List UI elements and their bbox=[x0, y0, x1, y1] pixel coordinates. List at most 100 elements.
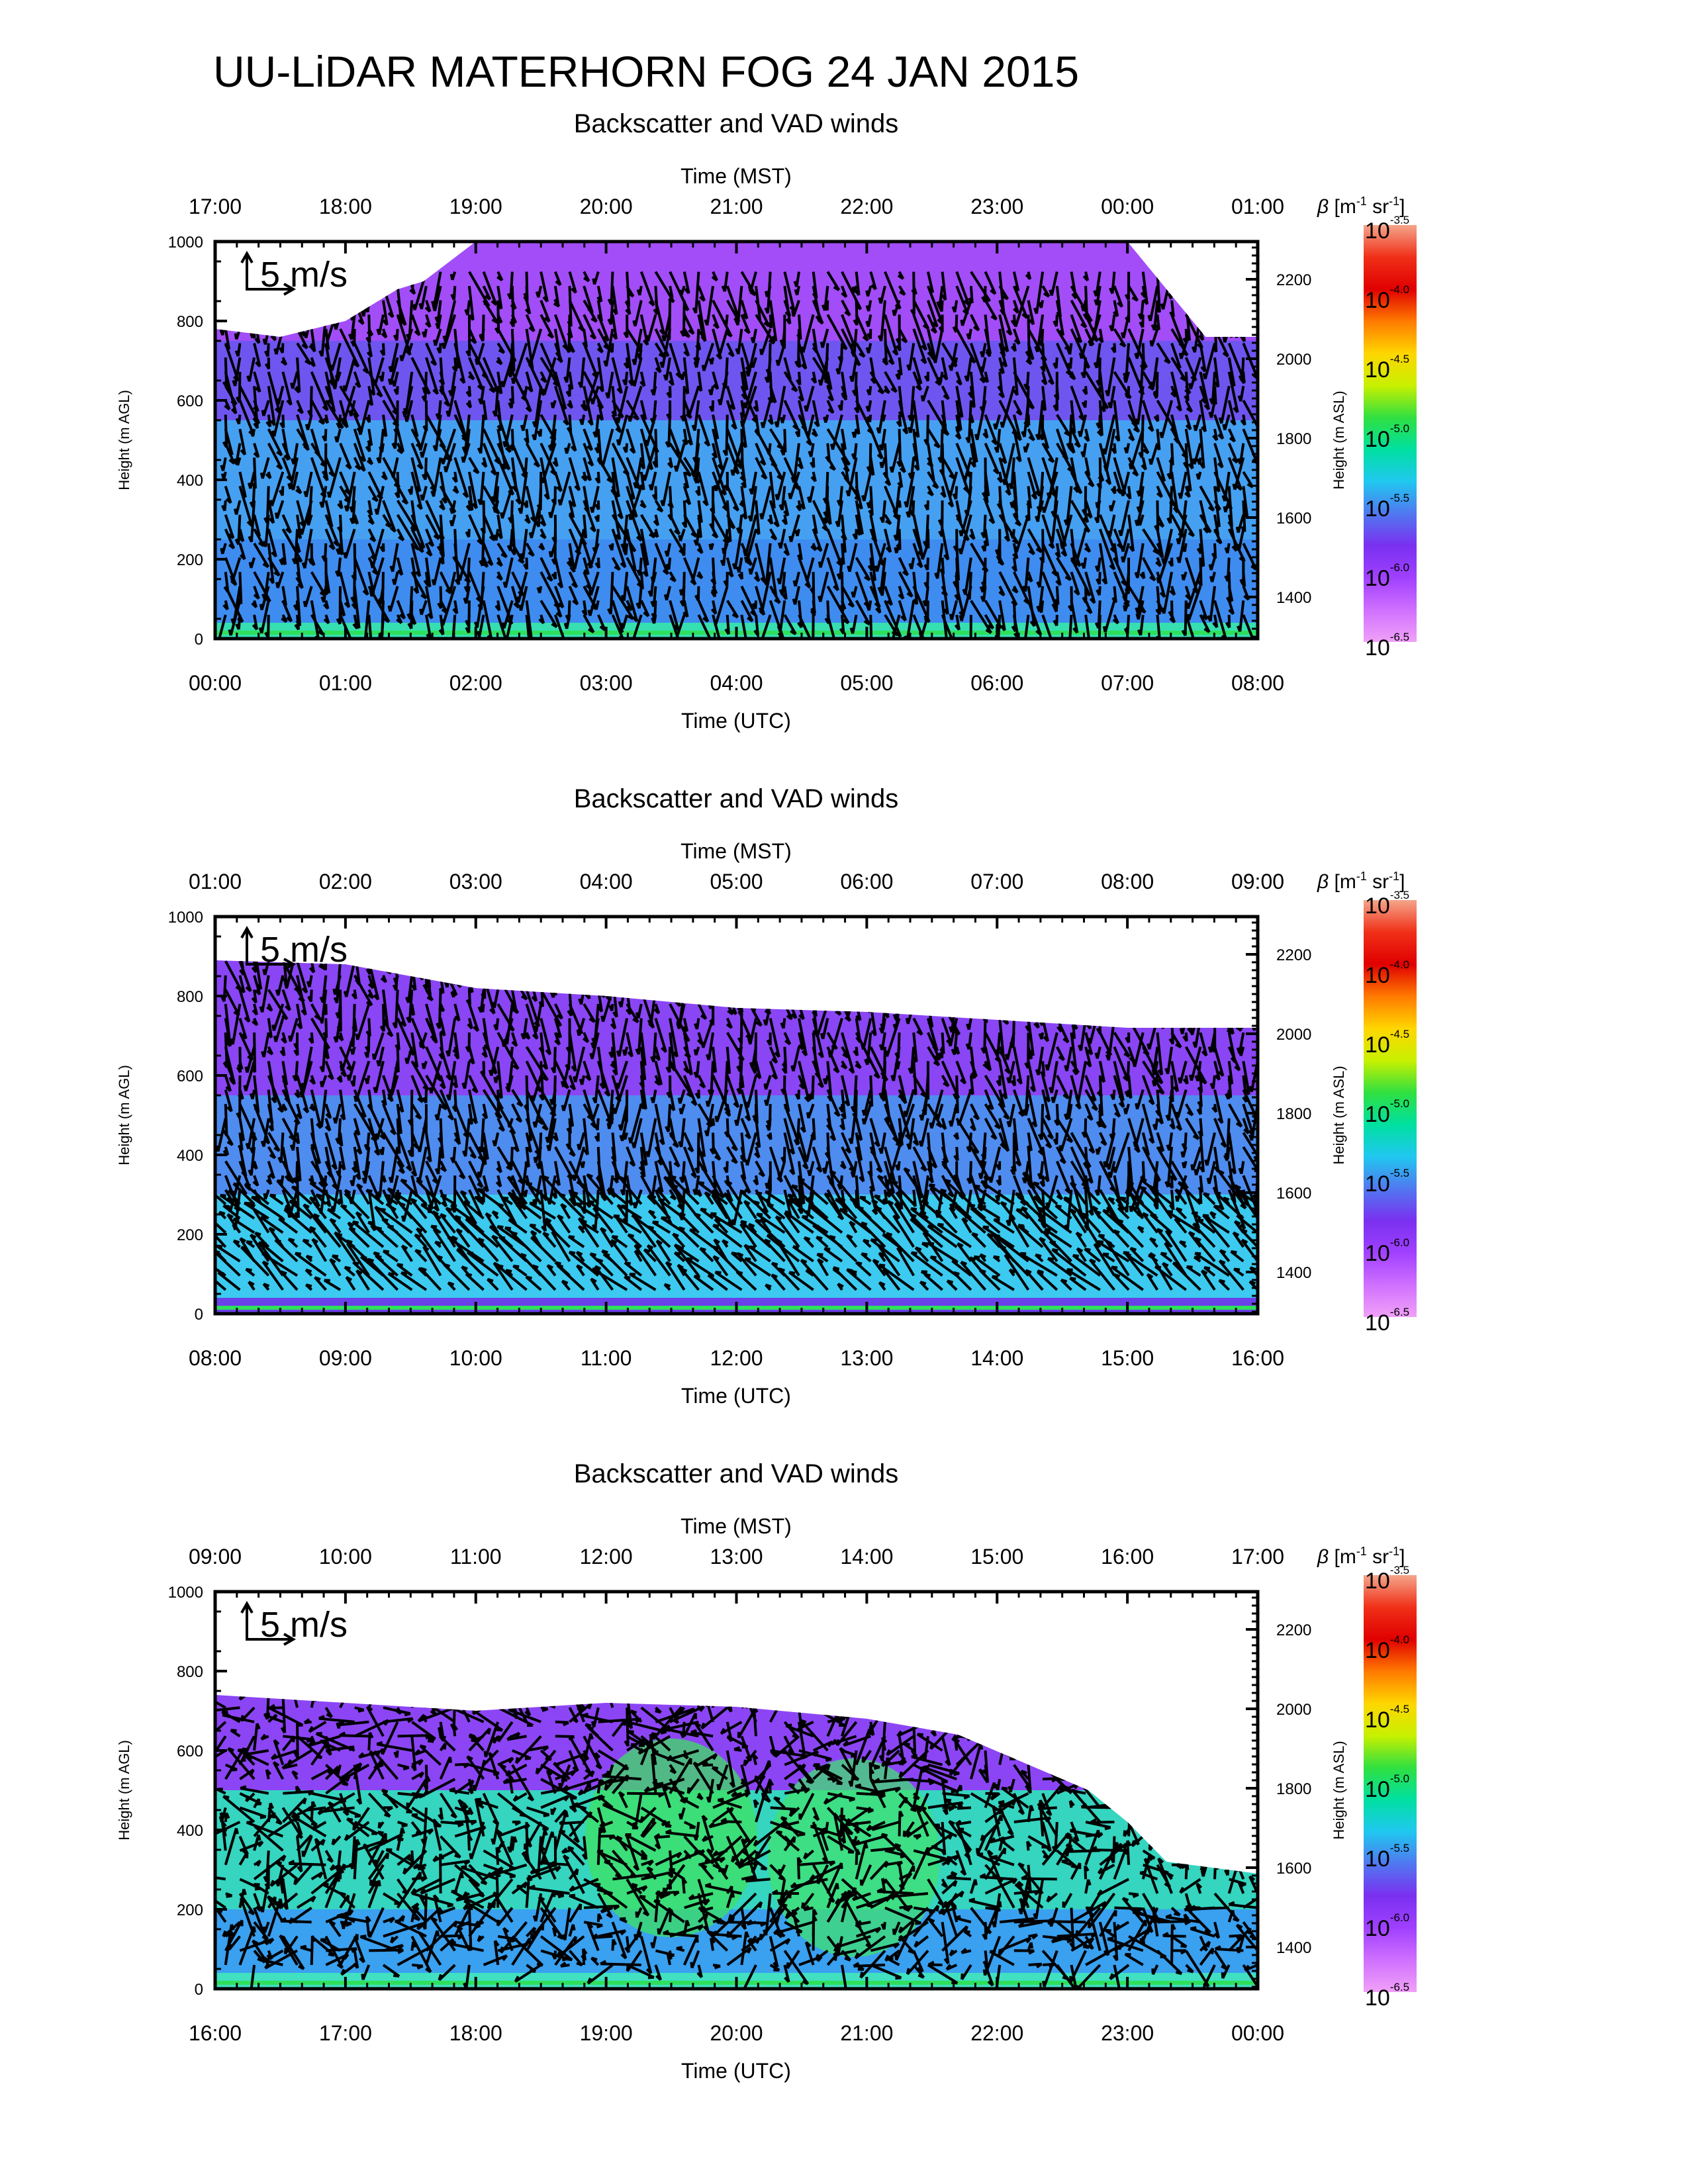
wind-vector-head bbox=[1213, 381, 1220, 388]
wind-vector-head bbox=[431, 578, 436, 586]
wind-vector-head bbox=[954, 574, 960, 581]
wind-vector-head bbox=[849, 375, 854, 383]
wind-vector bbox=[1023, 614, 1030, 639]
wind-vector bbox=[736, 286, 743, 326]
wind-vector-head bbox=[923, 504, 929, 511]
wind-vector-head bbox=[235, 623, 240, 630]
wind-vector bbox=[726, 614, 730, 635]
x-tick-label-mst: 18:00 bbox=[319, 195, 372, 218]
wind-vector-head bbox=[254, 1107, 260, 1114]
wind-vector-head bbox=[524, 1161, 530, 1168]
wind-vector bbox=[321, 975, 328, 1003]
wind-vector bbox=[410, 471, 423, 510]
wind-vector bbox=[477, 1238, 499, 1263]
wind-vector bbox=[1070, 457, 1080, 493]
wind-vector-head bbox=[440, 1030, 446, 1037]
wind-vector bbox=[274, 1239, 299, 1263]
wind-vector-head bbox=[759, 513, 764, 520]
wind-vector bbox=[1135, 328, 1145, 359]
wind-vector-head bbox=[322, 1032, 328, 1038]
wind-vector-head bbox=[1136, 506, 1141, 513]
wind-vector bbox=[883, 443, 888, 478]
wind-vector-head bbox=[510, 549, 516, 556]
wind-vector-head bbox=[328, 471, 335, 477]
wind-vector bbox=[998, 457, 1011, 496]
wind-vector-head bbox=[565, 346, 571, 353]
wind-vector-head bbox=[281, 977, 288, 984]
wind-vector bbox=[364, 1146, 371, 1177]
wind-vector bbox=[594, 414, 600, 437]
wind-vector-head bbox=[1207, 506, 1215, 512]
wind-vector-head bbox=[522, 563, 528, 570]
wind-vector-head bbox=[968, 642, 970, 647]
wind-vector bbox=[334, 1103, 342, 1124]
wind-vector-head bbox=[422, 983, 428, 991]
wind-vector-head bbox=[437, 1137, 443, 1144]
wind-vector bbox=[604, 328, 614, 367]
wind-vector-head bbox=[226, 1140, 234, 1146]
wind-vector-head bbox=[249, 1093, 254, 1100]
wind-vector bbox=[1213, 443, 1224, 469]
wind-vector-head bbox=[508, 960, 513, 961]
wind-vector-head bbox=[588, 627, 594, 634]
wind-vector-head bbox=[344, 1189, 352, 1195]
wind-vector bbox=[224, 328, 231, 350]
wind-vector-head bbox=[563, 420, 569, 426]
wind-vector bbox=[1150, 328, 1159, 347]
wind-vector-head bbox=[435, 413, 440, 420]
wind-vector-head bbox=[333, 541, 340, 547]
wind-vector-head bbox=[451, 1082, 458, 1089]
wind-vector bbox=[539, 271, 549, 302]
wind-vector-head bbox=[1129, 545, 1135, 553]
wind-vector-head bbox=[432, 1037, 438, 1044]
colorbar-tick-base: 10 bbox=[1365, 357, 1390, 383]
wind-vector bbox=[262, 1032, 270, 1058]
wind-vector-head bbox=[471, 502, 478, 510]
wind-vector-head bbox=[1182, 337, 1188, 344]
wind-vector bbox=[749, 486, 758, 522]
wind-vector bbox=[1127, 400, 1138, 427]
wind-vector-head bbox=[876, 427, 881, 434]
wind-vector-head bbox=[882, 357, 888, 365]
wind-vector bbox=[1025, 371, 1030, 390]
wind-vector bbox=[868, 443, 872, 473]
wind-vector bbox=[925, 514, 929, 547]
wind-vector-head bbox=[271, 1024, 275, 1031]
wind-vector bbox=[1242, 500, 1246, 532]
wind-vector-head bbox=[443, 466, 447, 473]
wind-vector-head bbox=[1120, 332, 1125, 339]
wind-vector-head bbox=[875, 607, 881, 614]
wind-vector-head bbox=[369, 389, 375, 396]
wind-vector bbox=[583, 342, 598, 378]
wind-vector bbox=[281, 314, 289, 330]
wind-vector-head bbox=[684, 288, 690, 295]
wind-vector bbox=[281, 299, 292, 316]
wind-vector-head bbox=[1122, 372, 1128, 379]
wind-vector-head bbox=[622, 446, 628, 453]
x-tick-label-mst: 19:00 bbox=[449, 195, 502, 218]
wind-vector-head bbox=[265, 421, 271, 428]
wind-vector-head bbox=[506, 1121, 511, 1128]
wind-vector-head bbox=[614, 491, 620, 498]
wind-vector bbox=[1227, 300, 1233, 338]
wind-vector-head bbox=[808, 451, 813, 457]
wind-vector-head bbox=[319, 996, 324, 1003]
wind-vector-head bbox=[779, 417, 784, 424]
wind-vector-head bbox=[761, 474, 767, 480]
wind-vector bbox=[468, 1189, 483, 1217]
wind-vector-head bbox=[778, 504, 784, 511]
wind-vector-head bbox=[406, 1165, 412, 1172]
wind-vector-head bbox=[1231, 545, 1238, 552]
wind-vector-head bbox=[713, 433, 719, 440]
wind-vector-head bbox=[502, 581, 507, 588]
wind-vector bbox=[1141, 400, 1154, 432]
wind-vector bbox=[765, 543, 772, 585]
wind-vector-head bbox=[888, 359, 894, 365]
wind-vector bbox=[697, 300, 707, 341]
wind-vector-head bbox=[296, 533, 302, 539]
wind-vector bbox=[639, 400, 647, 420]
wind-vector bbox=[737, 328, 743, 355]
wind-vector bbox=[895, 514, 901, 541]
wind-vector-head bbox=[356, 1183, 363, 1189]
wind-vector-head bbox=[721, 285, 726, 293]
